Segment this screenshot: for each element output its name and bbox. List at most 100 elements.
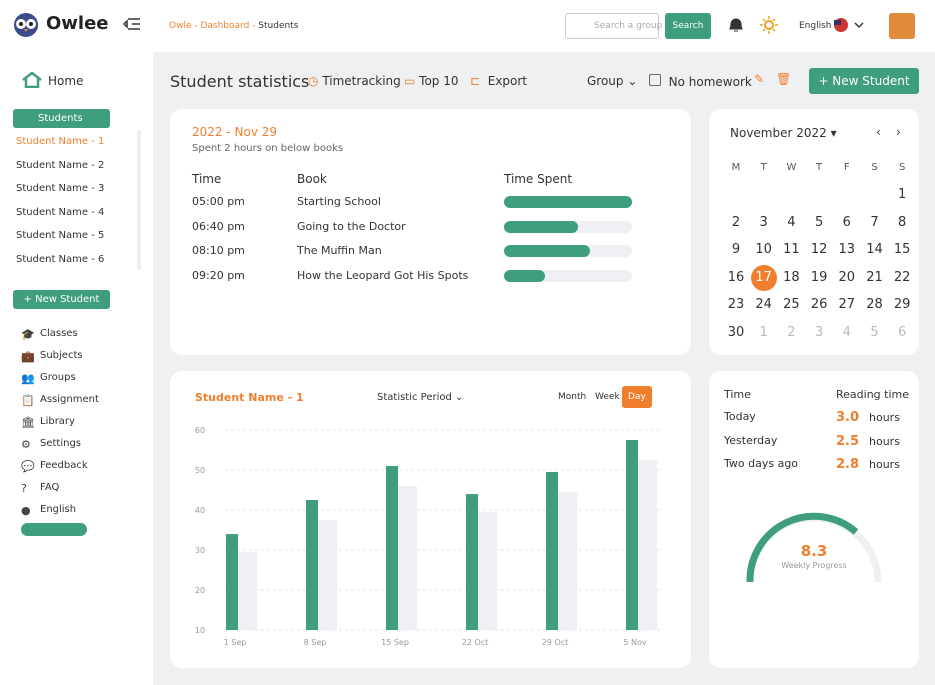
y-tick-label: 60 — [195, 426, 205, 435]
calendar-day[interactable]: 12 — [810, 242, 828, 257]
group-select[interactable]: Group ⌄ — [587, 74, 638, 88]
column-header: Book — [297, 172, 327, 186]
crumb[interactable]: Dashboard - — [200, 21, 256, 31]
menu-item[interactable]: Settings — [40, 438, 82, 449]
menu-item[interactable]: English — [40, 504, 77, 515]
page-title: Student statistics — [170, 72, 310, 91]
calendar-day[interactable]: 6 — [842, 214, 851, 230]
calendar-day[interactable]: 20 — [838, 269, 856, 285]
menu-item[interactable]: Groups — [40, 372, 76, 383]
calendar-day[interactable]: 19 — [810, 269, 828, 285]
calendar-day[interactable]: 9 — [731, 242, 741, 257]
calendar-day[interactable]: 28 — [866, 297, 883, 312]
calendar-day[interactable]: 17 — [750, 264, 777, 291]
menu-toggle[interactable] — [123, 17, 141, 31]
new-student-button[interactable]: + New Student — [809, 68, 919, 94]
student-item[interactable]: Student Name - 4 — [16, 206, 105, 218]
student-item[interactable]: Student Name - 1 — [16, 136, 105, 147]
theme-icon[interactable] — [760, 16, 778, 34]
calendar-day[interactable]: 8 — [898, 214, 907, 230]
calendar-day[interactable]: 1 — [898, 187, 907, 202]
student-item[interactable]: Student Name - 5 — [16, 230, 105, 242]
search-button[interactable]: Search — [665, 13, 711, 39]
book-time: 08:10 pm — [192, 244, 245, 258]
column-header: Time — [724, 388, 751, 401]
calendar-day[interactable]: 13 — [838, 242, 856, 257]
calendar-day[interactable]: 16 — [727, 269, 745, 285]
book-title: Starting School — [297, 195, 381, 208]
calendar-next-day[interactable]: 2 — [787, 324, 796, 340]
calendar-day[interactable]: 22 — [893, 269, 911, 285]
menu-item[interactable]: Subjects — [40, 350, 83, 361]
calendar-day[interactable]: 27 — [838, 297, 856, 312]
menu-item[interactable]: Classes — [40, 328, 78, 339]
spent-bar — [504, 196, 632, 208]
brand: Owlee — [46, 13, 109, 34]
calendar-day[interactable]: 23 — [727, 297, 745, 312]
calendar-day[interactable]: 18 — [783, 269, 800, 285]
calendar-day[interactable]: 30 — [727, 324, 745, 340]
student-item[interactable]: Student Name - 6 — [16, 254, 105, 265]
calendar-card — [709, 109, 919, 355]
calendar-next-day[interactable]: 3 — [814, 324, 824, 340]
crumb[interactable]: Owle - — [169, 21, 198, 31]
calendar-day[interactable]: 4 — [787, 214, 796, 230]
period-tab[interactable]: Week — [595, 392, 620, 402]
y-tick-label: 50 — [195, 466, 205, 475]
menu-item[interactable]: FAQ — [40, 482, 60, 493]
y-tick-label: 40 — [195, 506, 205, 515]
spent-bar — [504, 270, 545, 283]
language[interactable]: English — [799, 21, 832, 31]
period-tab[interactable]: Day — [622, 386, 652, 408]
menu-icon: ● — [21, 504, 31, 517]
calendar-day[interactable]: 3 — [759, 214, 768, 230]
search-input[interactable]: Search a group — [565, 13, 662, 39]
gauge-value: 8.3 — [800, 542, 828, 560]
nav-students[interactable]: Students — [13, 109, 110, 128]
menu-icon: 🎓 — [21, 328, 35, 341]
calendar-day[interactable]: 11 — [783, 242, 800, 257]
calendar-day[interactable]: 7 — [870, 214, 879, 230]
calendar-day[interactable]: 10 — [755, 242, 772, 257]
calendar-day[interactable]: 2 — [731, 214, 741, 230]
calendar-nav[interactable]: ‹ › — [876, 125, 901, 139]
crumb: Students — [258, 21, 299, 31]
menu-icon: 📋 — [21, 394, 35, 407]
calendar-day[interactable]: 26 — [810, 297, 828, 312]
calendar-month[interactable]: November 2022 ▾ — [730, 126, 837, 140]
period-tab[interactable]: Month — [558, 392, 587, 402]
y-tick-label: 30 — [195, 546, 205, 555]
top10[interactable]: ▭ Top 10 — [404, 74, 459, 88]
calendar-next-day[interactable]: 5 — [870, 324, 879, 340]
no-homework[interactable]: No homework — [649, 74, 752, 89]
menu-icon: 💼 — [21, 350, 35, 363]
weekday: F — [843, 162, 850, 173]
menu-item[interactable]: Assignment — [40, 394, 99, 405]
calendar-day[interactable]: 25 — [783, 297, 800, 312]
period-select[interactable]: Statistic Period ⌄ — [377, 392, 464, 403]
avatar[interactable] — [889, 13, 915, 39]
calendar-day[interactable]: 21 — [866, 269, 883, 285]
calendar-day[interactable]: 29 — [893, 297, 911, 312]
edit-icon[interactable]: ✎ — [754, 72, 765, 86]
timetracking[interactable]: ◷ Timetracking — [308, 74, 401, 88]
nav-home[interactable]: Home — [48, 74, 84, 88]
delete-icon[interactable]: 🗑 — [776, 72, 792, 86]
export[interactable]: ⊏ Export — [470, 74, 527, 88]
calendar-day[interactable]: 5 — [814, 214, 824, 230]
student-item[interactable]: Student Name - 2 — [16, 159, 105, 171]
calendar-next-day[interactable]: 4 — [842, 324, 851, 340]
bar — [546, 472, 558, 630]
menu-item[interactable]: Feedback — [40, 460, 88, 471]
bell-icon[interactable] — [727, 16, 745, 34]
calendar-day[interactable]: 15 — [893, 242, 911, 257]
book-title: The Muffin Man — [297, 244, 382, 258]
calendar-day[interactable]: 24 — [755, 297, 772, 312]
sidebar-new-student[interactable]: + New Student — [13, 290, 110, 309]
menu-item[interactable]: Library — [40, 416, 75, 427]
student-item[interactable]: Student Name - 3 — [16, 183, 105, 195]
calendar-day[interactable]: 14 — [866, 242, 883, 257]
calendar-next-day[interactable]: 6 — [898, 324, 907, 340]
calendar-next-day[interactable]: 1 — [759, 324, 768, 340]
book-time: 05:00 pm — [192, 195, 245, 208]
